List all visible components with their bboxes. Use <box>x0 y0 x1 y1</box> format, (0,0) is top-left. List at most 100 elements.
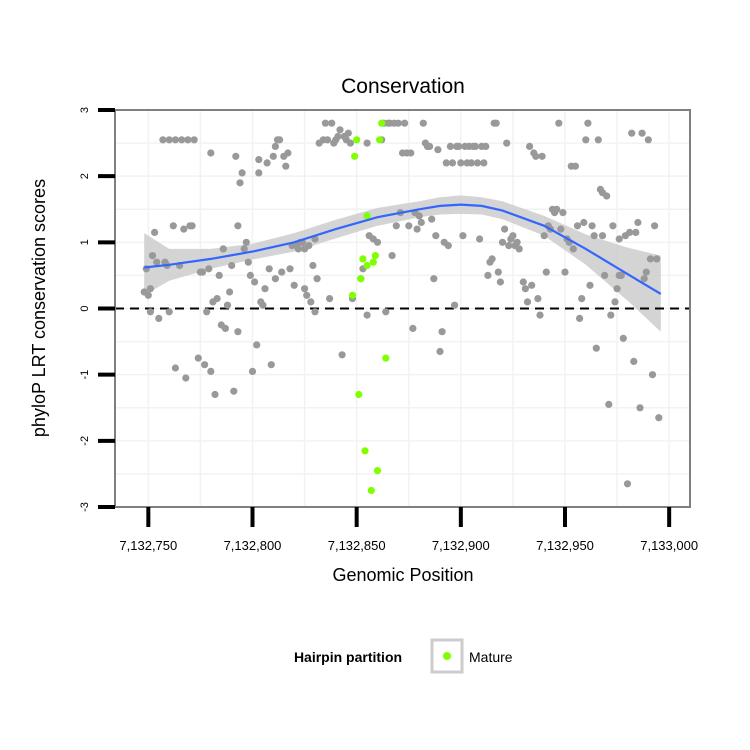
x-axis: 7,132,750 7,132,800 7,132,850 7,132,900 7,13… <box>119 507 698 553</box>
data-point <box>169 222 177 230</box>
data-point <box>346 139 354 147</box>
y-axis: -3 -2 -1 0 1 2 3 <box>79 107 115 512</box>
data-point <box>401 119 409 127</box>
data-point <box>496 278 504 286</box>
data-point <box>626 228 634 236</box>
data-point <box>613 285 621 293</box>
x-tick-label: 7,132,900 <box>432 538 490 553</box>
data-point <box>603 192 611 200</box>
data-point <box>207 149 215 157</box>
x-tick-label: 7,132,850 <box>328 538 386 553</box>
data-point <box>409 324 417 332</box>
data-point <box>426 142 434 150</box>
data-point <box>471 142 479 150</box>
data-point <box>598 232 607 240</box>
data-point <box>578 295 586 303</box>
data-point <box>188 222 196 230</box>
data-point <box>171 364 179 372</box>
data-point <box>515 245 523 253</box>
data-point <box>253 341 261 349</box>
confidence-ribbon <box>144 195 661 332</box>
data-point <box>521 285 530 293</box>
data-point <box>213 295 221 303</box>
data-point <box>509 232 517 240</box>
data-point <box>286 265 294 273</box>
legend-mature-dot <box>443 652 451 660</box>
data-point <box>261 285 269 293</box>
data-point <box>234 328 242 336</box>
data-point <box>576 314 584 322</box>
data-point <box>153 258 161 266</box>
y-tick-label: -2 <box>79 436 91 446</box>
data-point <box>526 142 534 150</box>
data-point <box>271 142 279 150</box>
data-point <box>394 119 402 127</box>
data-point <box>219 245 227 253</box>
data-point <box>488 255 496 263</box>
data-point <box>294 245 302 253</box>
y-tick-label: -1 <box>79 370 91 380</box>
data-point <box>382 308 390 316</box>
data-point <box>476 235 484 243</box>
data-point <box>413 225 421 233</box>
data-point <box>532 152 540 160</box>
data-point <box>617 271 625 279</box>
data-point <box>505 242 513 250</box>
data-point <box>178 136 186 144</box>
data-point <box>321 119 329 127</box>
data-point <box>484 271 492 279</box>
data-point <box>290 281 298 289</box>
x-tick-label: 7,132,750 <box>119 538 177 553</box>
data-point <box>503 139 511 147</box>
data-point <box>184 136 192 144</box>
data-point <box>328 119 336 127</box>
data-point <box>221 324 229 332</box>
data-point <box>407 149 415 157</box>
data-point <box>451 301 459 309</box>
data-point <box>609 222 617 230</box>
data-point <box>446 142 454 150</box>
data-point <box>467 159 475 167</box>
data-point <box>648 371 657 379</box>
data-point <box>363 311 371 319</box>
data-point <box>653 255 661 263</box>
data-point <box>442 159 450 167</box>
data-point <box>434 146 442 154</box>
data-point <box>492 119 500 127</box>
data-point <box>636 404 644 412</box>
legend-label-mature: Mature <box>469 649 513 665</box>
data-point <box>555 119 563 127</box>
data-point <box>448 159 457 167</box>
data-point <box>326 295 334 303</box>
data-point <box>651 222 659 230</box>
data-point <box>594 136 602 144</box>
mature-point <box>361 447 369 455</box>
points-layer <box>140 119 663 495</box>
data-point <box>269 152 277 160</box>
data-point <box>638 129 646 137</box>
data-point <box>309 261 317 270</box>
data-point <box>640 275 648 283</box>
mature-point <box>353 136 361 144</box>
data-point <box>205 265 213 273</box>
data-point <box>211 390 219 399</box>
data-point <box>480 159 488 167</box>
mature-point <box>367 486 375 495</box>
data-point <box>611 298 619 306</box>
data-point <box>571 162 580 170</box>
data-point <box>430 275 438 283</box>
chart-title: Conservation <box>341 75 465 98</box>
data-point <box>615 235 623 243</box>
data-point <box>561 268 569 276</box>
data-point <box>419 119 427 127</box>
data-point <box>580 218 588 227</box>
data-point <box>246 271 254 279</box>
legend: Hairpin partition Mature <box>294 638 513 674</box>
data-point <box>482 142 490 150</box>
data-point <box>259 301 267 309</box>
data-point <box>305 242 313 250</box>
mature-point <box>369 258 377 266</box>
data-point <box>592 344 600 352</box>
data-point <box>542 268 550 276</box>
